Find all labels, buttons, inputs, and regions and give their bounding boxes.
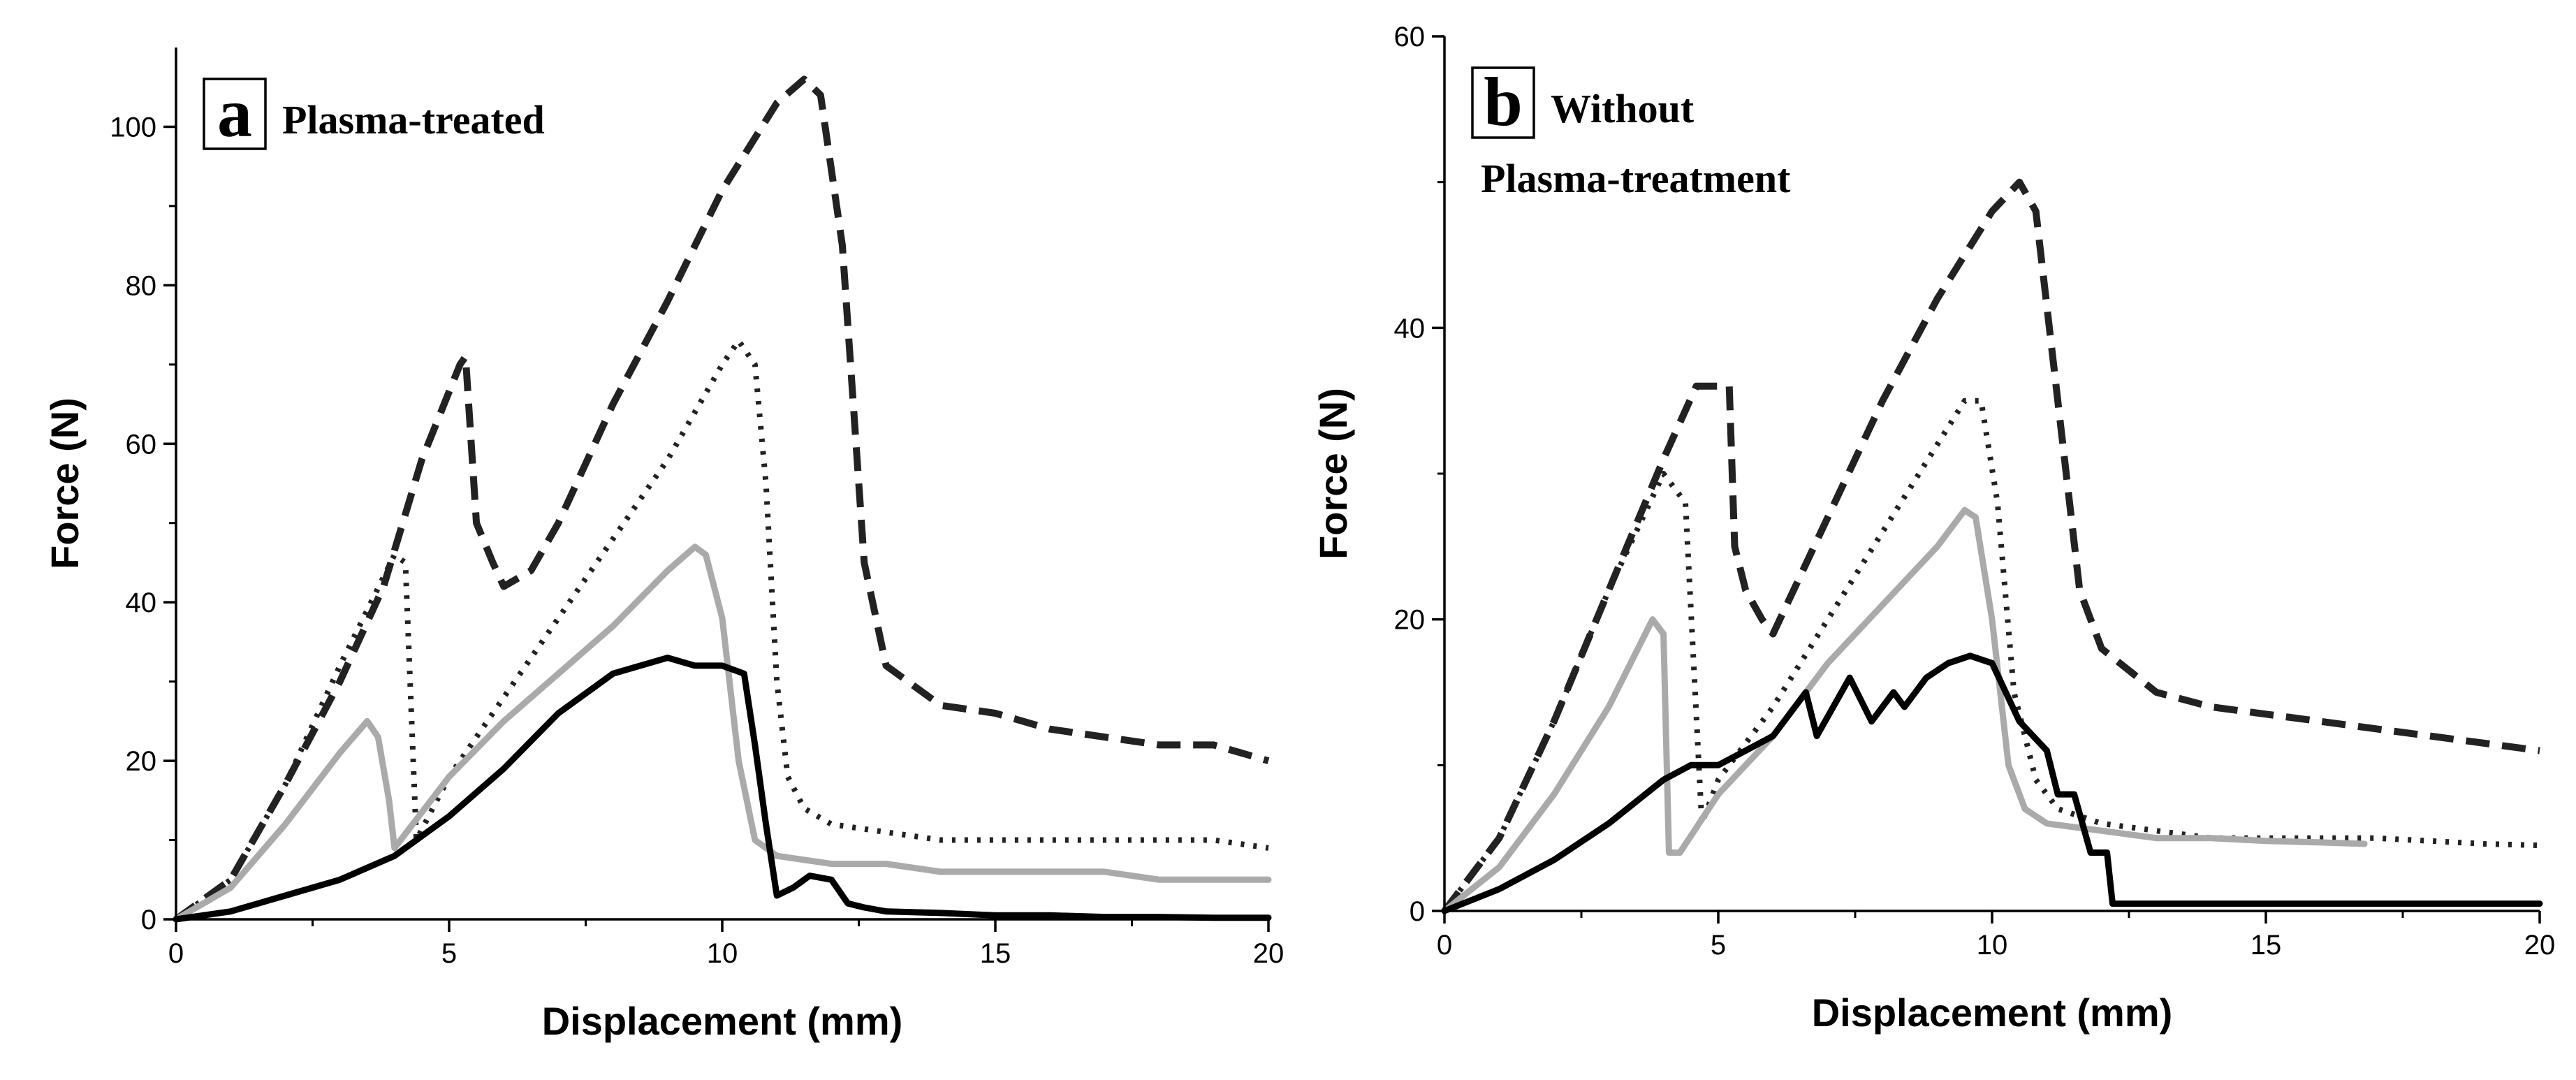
x-tick-label: 10 (1977, 930, 2008, 961)
panel-letter-box (1471, 66, 1535, 139)
y-tick-label: 0 (141, 905, 156, 935)
y-tick-label: 60 (126, 429, 157, 460)
x-tick-label: 10 (707, 938, 738, 969)
dotted-series-line (1442, 397, 2540, 913)
panel-letter: a (217, 74, 252, 152)
x-tick-label: 5 (441, 938, 457, 969)
x-tick-label: 15 (980, 938, 1011, 969)
y-tick-label: 20 (126, 746, 157, 777)
chart-panel-b: 0 5 10 15 20 0 20 40 60 Displacement (mm) Force (N… (1311, 22, 2555, 1035)
panel-title-line: Plasma-treated (282, 97, 545, 143)
panel-title-line: Plasma-treatment (1481, 156, 1791, 201)
y-tick-label: 80 (126, 270, 157, 301)
gray-solid-series-line (173, 543, 1272, 923)
y-tick-label: 100 (110, 112, 156, 143)
x-tick-label: 0 (1437, 930, 1452, 961)
gray-solid-series-line (1441, 506, 2368, 914)
x-tick-label: 20 (2524, 930, 2556, 961)
y-tick-label: 60 (1394, 22, 1426, 52)
series-group (173, 75, 1272, 923)
chart-panel-a: 0 5 10 15 20 0 20 40 60 80 100 Displacement (mm) For… (43, 48, 1284, 1043)
dashed-series-line (1442, 178, 2540, 914)
x-tick-label: 5 (1711, 930, 1726, 961)
black-solid-series-line (173, 655, 1272, 923)
y-tick-label: 40 (1394, 313, 1426, 344)
y-tick-label: 20 (1394, 605, 1426, 636)
x-tick-label: 20 (1253, 938, 1285, 969)
y-tick-label: 40 (126, 588, 157, 618)
black-solid-series-line (1441, 652, 2543, 914)
panel-title-line: Without (1551, 86, 1695, 131)
x-axis-title: Displacement (mm) (1812, 991, 2173, 1035)
x-tick-label: 15 (2251, 930, 2282, 961)
panel-letter-box (203, 78, 267, 150)
x-axis-title: Displacement (mm) (542, 999, 903, 1043)
y-axis-title: Force (N) (1311, 388, 1355, 560)
y-tick-label: 0 (1410, 896, 1425, 927)
panel-letter: b (1484, 63, 1523, 140)
y-axis-title: Force (N) (43, 397, 87, 569)
x-tick-label: 0 (168, 938, 184, 969)
series-group (1441, 178, 2543, 914)
dashed-series-line (174, 75, 1270, 923)
